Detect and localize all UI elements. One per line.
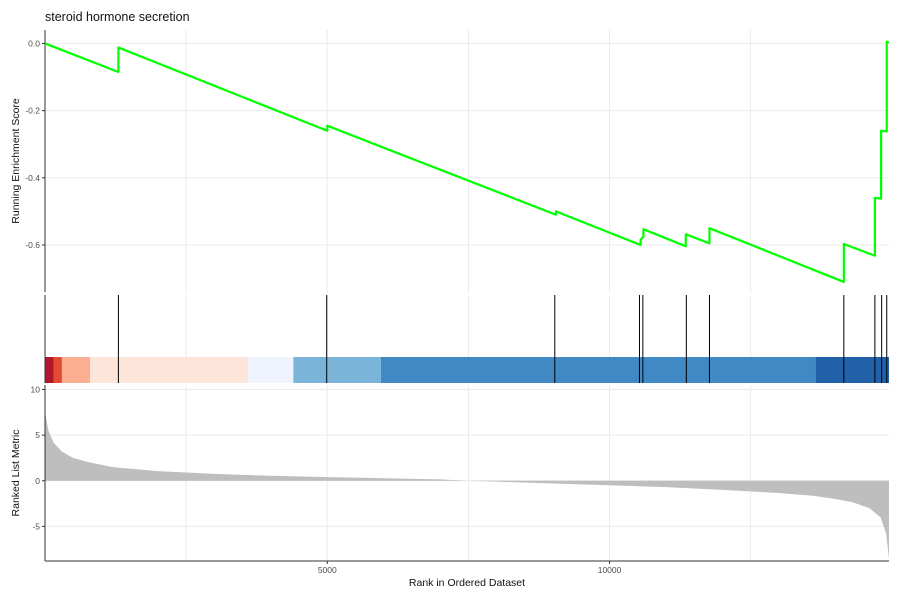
y-tick-label: -0.4 <box>25 173 40 183</box>
color-bar-segment <box>53 357 62 383</box>
x-tick-label: 10000 <box>598 565 622 575</box>
y-tick-label: -0.2 <box>25 106 40 116</box>
y-tick-label: 0 <box>35 476 40 486</box>
ranked-metric-area <box>45 412 889 560</box>
color-bar-segment <box>45 357 54 383</box>
color-bar-segment <box>248 357 294 383</box>
y-tick-label: 10 <box>31 385 41 395</box>
running-score-y-ticks: 0.0 -0.2 -0.4 -0.6 <box>25 38 45 250</box>
chart-title: steroid hormone secretion <box>45 10 190 24</box>
ranked-metric-y-ticks: 10 5 0 -5 <box>31 385 45 531</box>
hit-markers <box>117 295 888 383</box>
hits-panel <box>44 295 889 383</box>
y-tick-label: 5 <box>35 430 40 440</box>
running-score-gridlines <box>45 30 889 292</box>
x-axis-label: Rank in Ordered Dataset <box>409 577 525 589</box>
color-bar-segment <box>815 357 889 383</box>
y-tick-label: -5 <box>32 521 40 531</box>
y-tick-label: 0.0 <box>28 38 40 48</box>
y-tick-label: -0.6 <box>25 240 40 250</box>
running-score-panel: 0.0 -0.2 -0.4 -0.6 Running Enrichment Score <box>10 30 890 292</box>
ranked-metric-panel: 10 5 0 -5 5000 10000 Ranked List Metric Rank… <box>10 385 889 589</box>
color-bar-segment <box>293 357 381 383</box>
rank-color-bar <box>45 357 889 383</box>
ranked-metric-y-label: Ranked List Metric <box>10 430 22 517</box>
running-score-y-label: Running Enrichment Score <box>10 98 22 224</box>
color-bar-segment <box>90 357 249 383</box>
x-axis-ticks: 5000 10000 <box>318 561 622 575</box>
x-tick-label: 5000 <box>318 565 337 575</box>
color-bar-segment <box>61 357 91 383</box>
color-bar-segment <box>380 357 816 383</box>
running-score-line <box>44 40 890 284</box>
